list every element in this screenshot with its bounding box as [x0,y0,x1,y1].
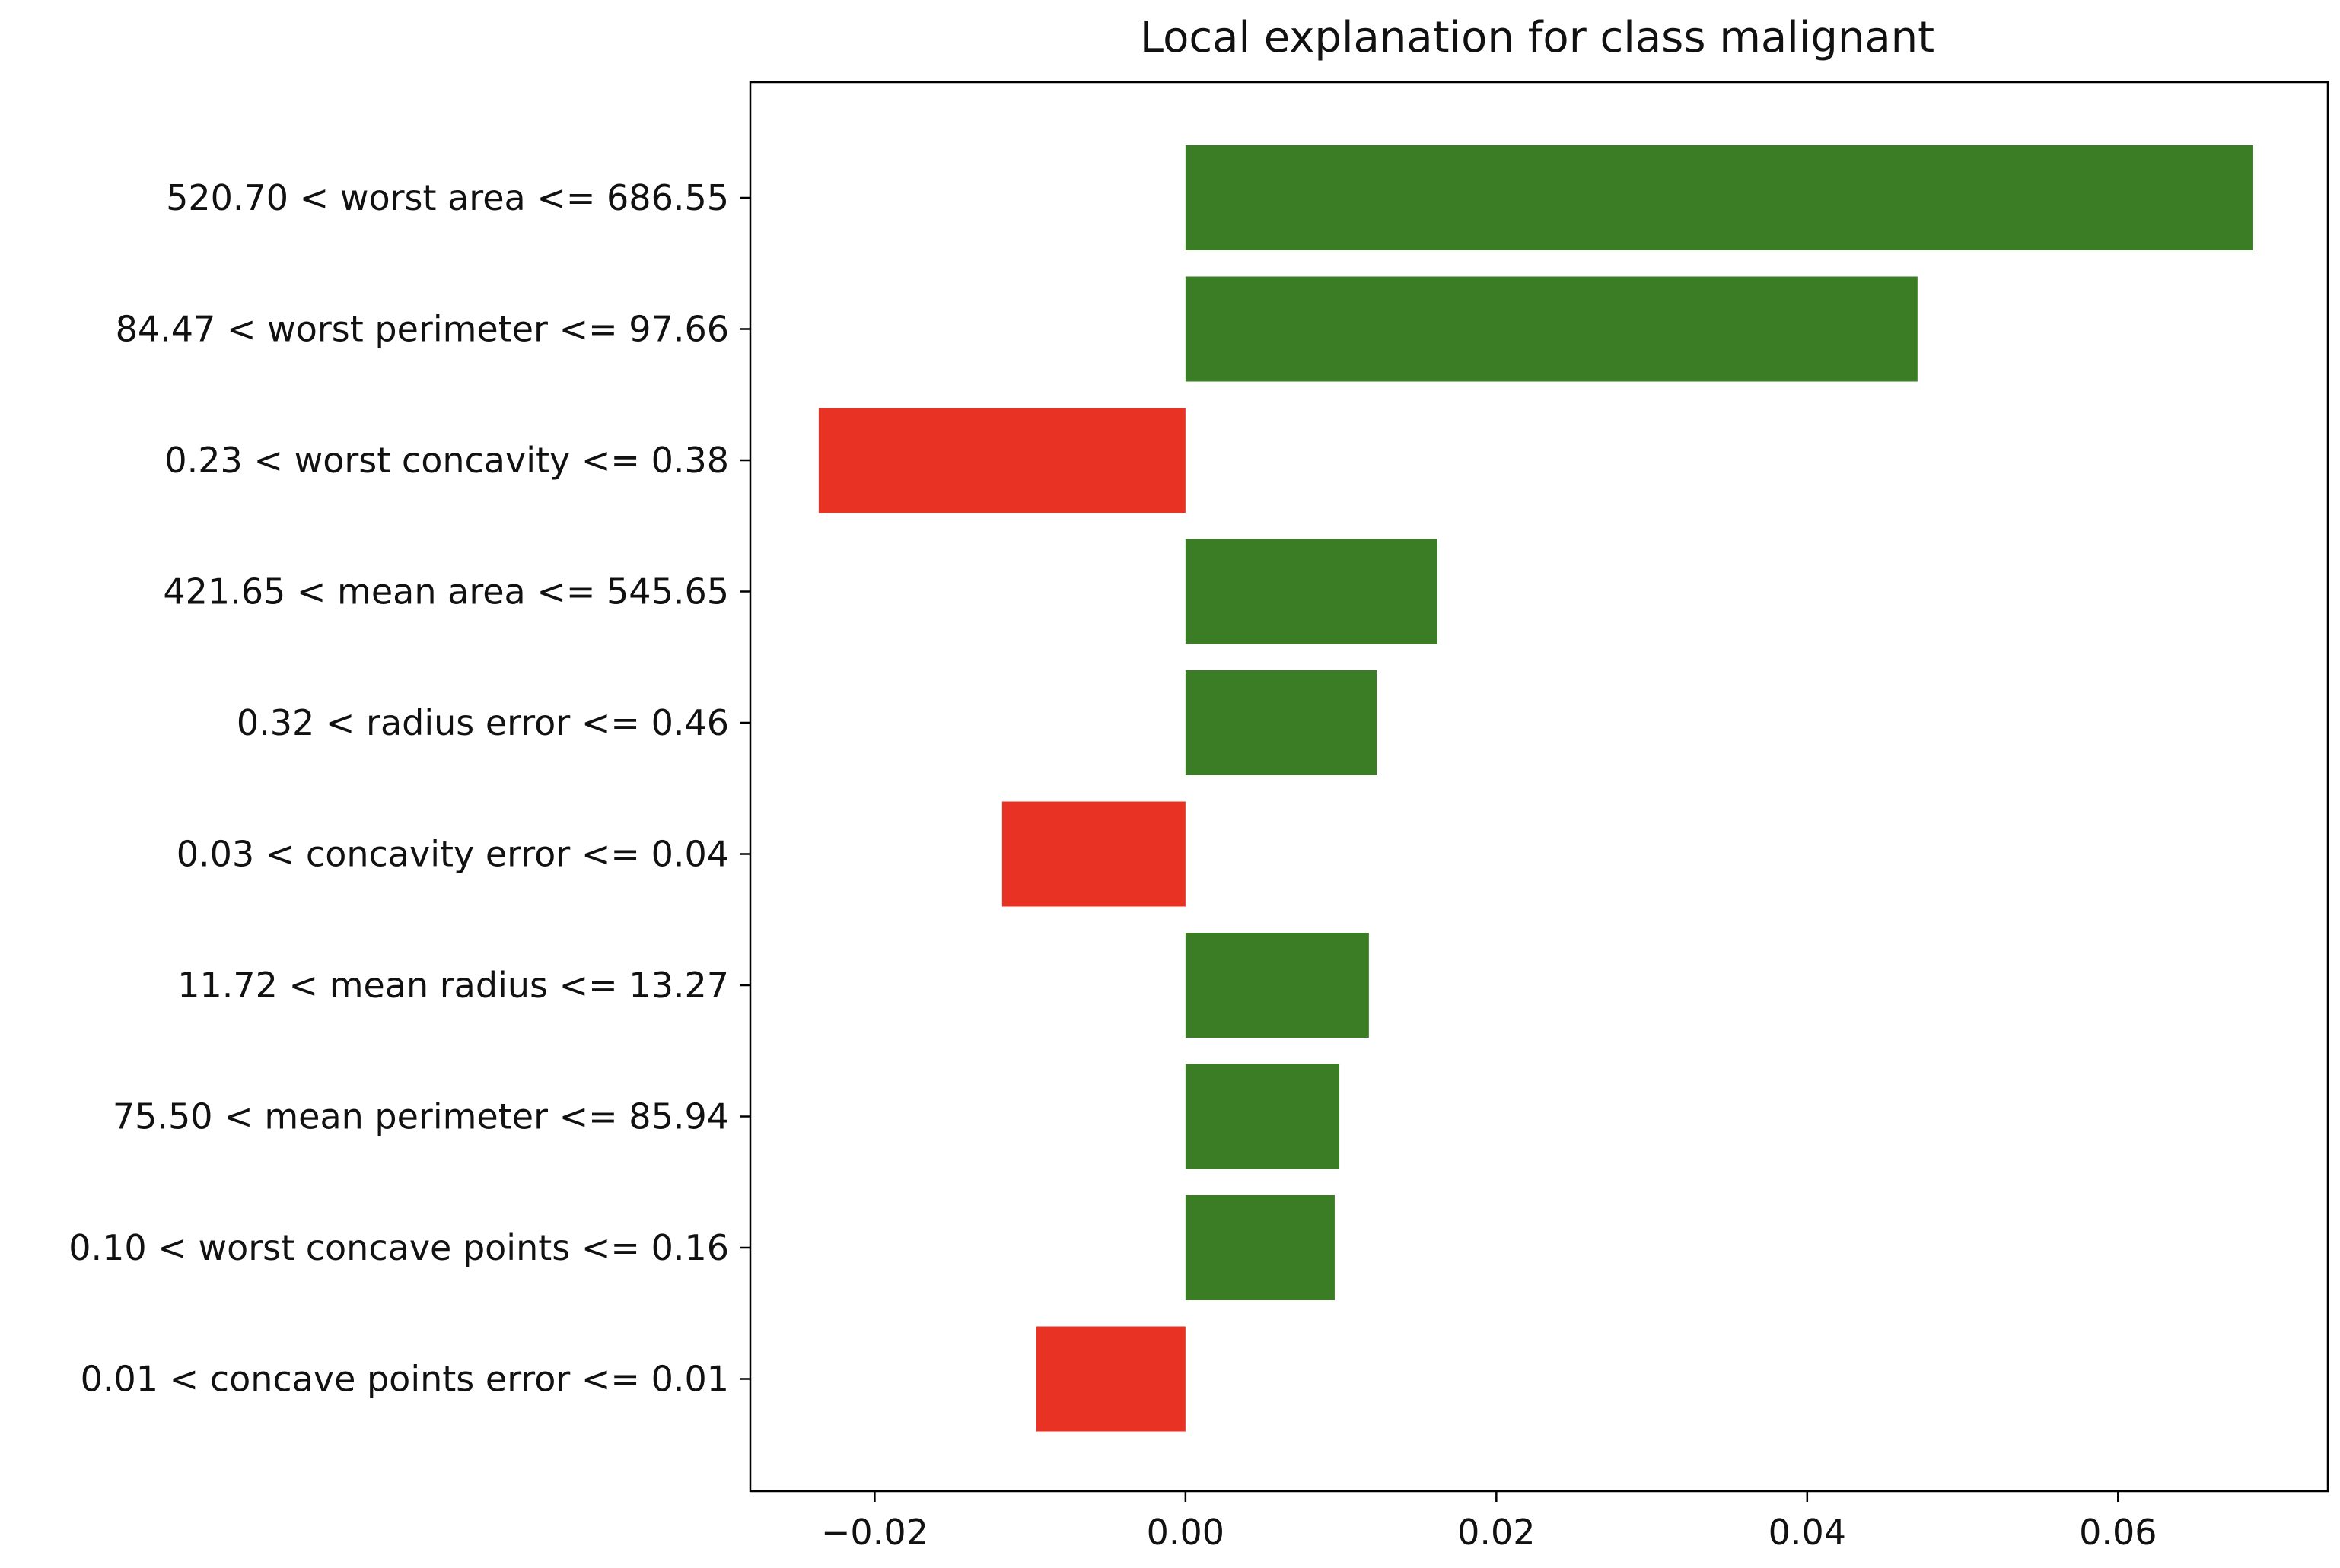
bar-3 [818,408,1186,513]
x-axis: −0.02 0.00 0.02 0.04 0.06 [821,1491,2157,1553]
chart-title: Local explanation for class malignant [1140,13,1934,62]
bar-5 [1185,670,1377,775]
y-tick-label: 0.01 < concave points error <= 0.01 [81,1359,729,1400]
y-tick-label: 84.47 < worst perimeter <= 97.66 [116,309,729,350]
bar-1 [1185,145,2253,250]
x-tick-label: 0.02 [1457,1512,1535,1553]
bar-2 [1185,276,1918,382]
y-tick-label: 0.10 < worst concave points <= 0.16 [68,1227,729,1268]
bars-layer [818,145,2253,1432]
bar-9 [1185,1195,1335,1300]
bar-8 [1185,1064,1340,1169]
x-tick-label: −0.02 [821,1512,928,1553]
y-tick-label: 0.32 < radius error <= 0.46 [237,702,729,743]
x-tick-label: 0.04 [1769,1512,1846,1553]
y-tick-labels: 520.70 < worst area <= 686.55 84.47 < wor… [68,177,750,1400]
y-tick-label: 0.23 < worst concavity <= 0.38 [164,440,729,481]
bar-7 [1185,933,1369,1038]
y-tick-label: 421.65 < mean area <= 545.65 [163,571,729,612]
y-tick-label: 520.70 < worst area <= 686.55 [166,177,729,218]
bar-4 [1185,539,1437,644]
y-tick-label: 0.03 < concavity error <= 0.04 [177,834,729,875]
x-tick-label: 0.06 [2079,1512,2157,1553]
plot-frame [749,81,2329,1493]
x-tick-label: 0.00 [1147,1512,1224,1553]
y-tick-label: 75.50 < mean perimeter <= 85.94 [113,1096,729,1137]
bar-10 [1036,1326,1186,1432]
y-tick-label: 11.72 < mean radius <= 13.27 [177,965,729,1006]
bar-6 [1001,801,1186,907]
